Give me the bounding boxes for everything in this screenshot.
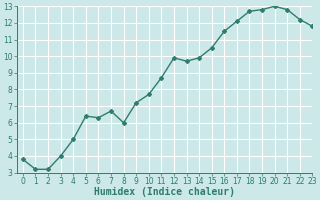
X-axis label: Humidex (Indice chaleur): Humidex (Indice chaleur) [94, 187, 235, 197]
